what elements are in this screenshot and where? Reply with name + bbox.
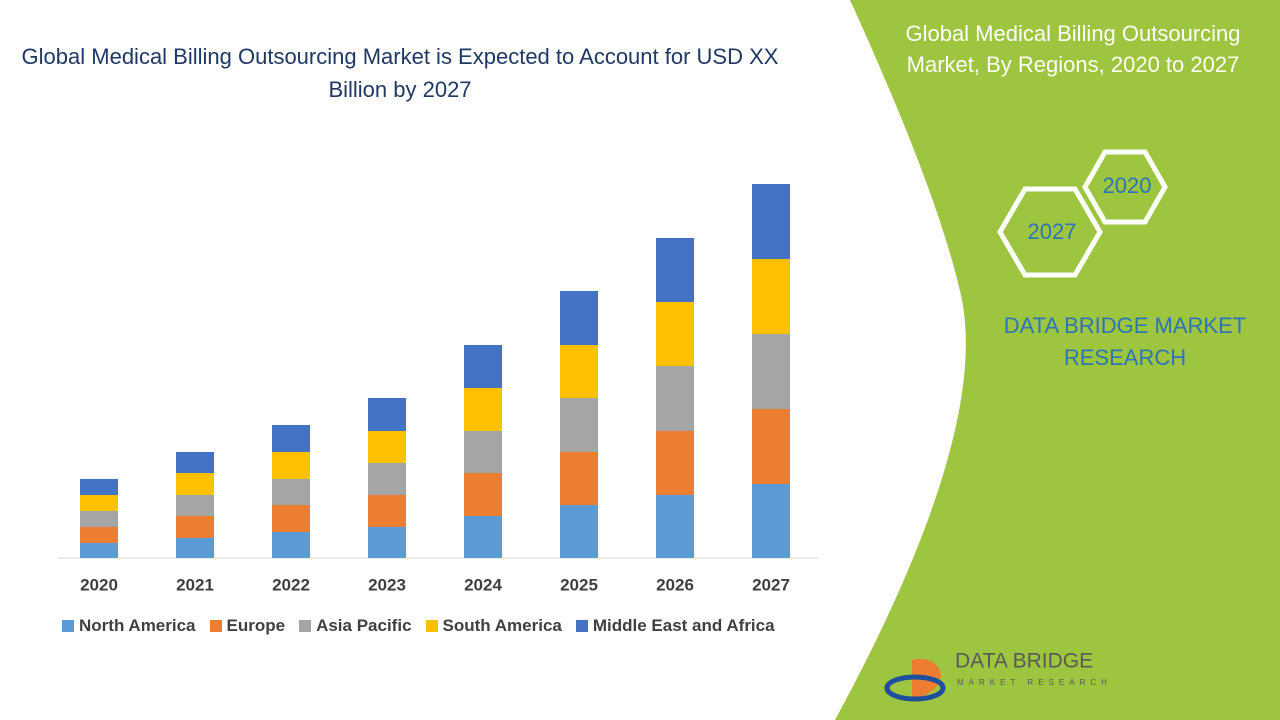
legend-item: Middle East and Africa [575, 616, 775, 636]
bar-segment [80, 511, 118, 527]
bar-segment [368, 431, 406, 463]
hexagon-label: 2027 [1028, 219, 1077, 244]
bar-segment [176, 452, 214, 473]
legend-item: South America [425, 616, 562, 636]
x-tick-label: 2025 [560, 575, 598, 594]
bar-segment [464, 345, 502, 388]
x-tick-label: 2021 [176, 575, 214, 594]
legend-swatch [575, 620, 588, 632]
bar-segment [368, 495, 406, 527]
logo-mark [884, 674, 946, 702]
bar-segment [464, 516, 502, 558]
bar-segment [656, 238, 694, 302]
bar-segment [656, 366, 694, 431]
x-tick-label: 2026 [656, 575, 694, 594]
x-tick-label: 2024 [464, 575, 502, 594]
legend-swatch [299, 620, 312, 632]
bar-segment [752, 334, 790, 409]
bar-segment [656, 431, 694, 495]
bar-segment [80, 527, 118, 543]
legend-swatch [425, 620, 438, 632]
bar-segment [464, 473, 502, 516]
legend-label: South America [442, 616, 562, 635]
legend-label: North America [79, 616, 196, 635]
legend-item: Europe [209, 616, 286, 636]
bar-segment [272, 532, 310, 558]
legend-swatch [209, 620, 222, 632]
panel-title: Global Medical Billing Outsourcing Marke… [905, 21, 1241, 77]
logo-mark [900, 645, 941, 700]
hexagon [997, 186, 1103, 278]
hexagon-label: 2020 [1103, 173, 1152, 198]
bar-segment [560, 291, 598, 345]
bar-segment [656, 495, 694, 558]
legend-swatch [62, 620, 74, 632]
x-tick-label: 2027 [752, 575, 790, 594]
bar-segment [752, 259, 790, 334]
bar-segment [464, 388, 502, 431]
legend-label: Middle East and Africa [592, 616, 775, 635]
legend-label: Europe [226, 616, 286, 635]
brand: DATA BRIDGE MARKET RESEARCH [1003, 313, 1247, 370]
bar-segment [368, 398, 406, 431]
legend-label: Asia Pacific [316, 616, 412, 635]
chart-title: Global Medical Billing Outsourcing Marke… [21, 44, 779, 102]
bar-segment [176, 495, 214, 516]
logo-tagline: MARKET RESEARCH [957, 678, 1112, 687]
bar-segment [272, 425, 310, 452]
legend-item: North America [62, 616, 196, 636]
bar-segment [560, 398, 598, 452]
bar-segment [272, 505, 310, 532]
bar-segment [752, 484, 790, 558]
bar-segment [176, 538, 214, 558]
bar-segment [464, 431, 502, 473]
bar-segment [176, 473, 214, 495]
bar-segment [656, 302, 694, 366]
logo-name: DATA BRIDGE [955, 650, 1093, 673]
bar-segment [752, 409, 790, 484]
bar-segment [272, 452, 310, 479]
x-tick-label: 2020 [80, 575, 118, 594]
hexagon [1082, 149, 1168, 225]
bar-segment [560, 505, 598, 558]
bar-segment [560, 452, 598, 505]
bar-segment [560, 345, 598, 398]
bar-segment [80, 479, 118, 495]
green-panel [835, 0, 1280, 720]
x-tick-label: 2022 [272, 575, 310, 594]
bar-segment [272, 479, 310, 505]
legend: North America Europe Asia Pacific South Ame… [62, 616, 775, 636]
bar-segment [80, 543, 118, 558]
legend-item: Asia Pacific [299, 616, 412, 636]
bar-segment [752, 184, 790, 259]
bar-segment [368, 527, 406, 558]
bar-segment [368, 463, 406, 495]
bar-segment [80, 495, 118, 511]
x-tick-label: 2023 [368, 575, 406, 594]
bar-segment [176, 516, 214, 538]
